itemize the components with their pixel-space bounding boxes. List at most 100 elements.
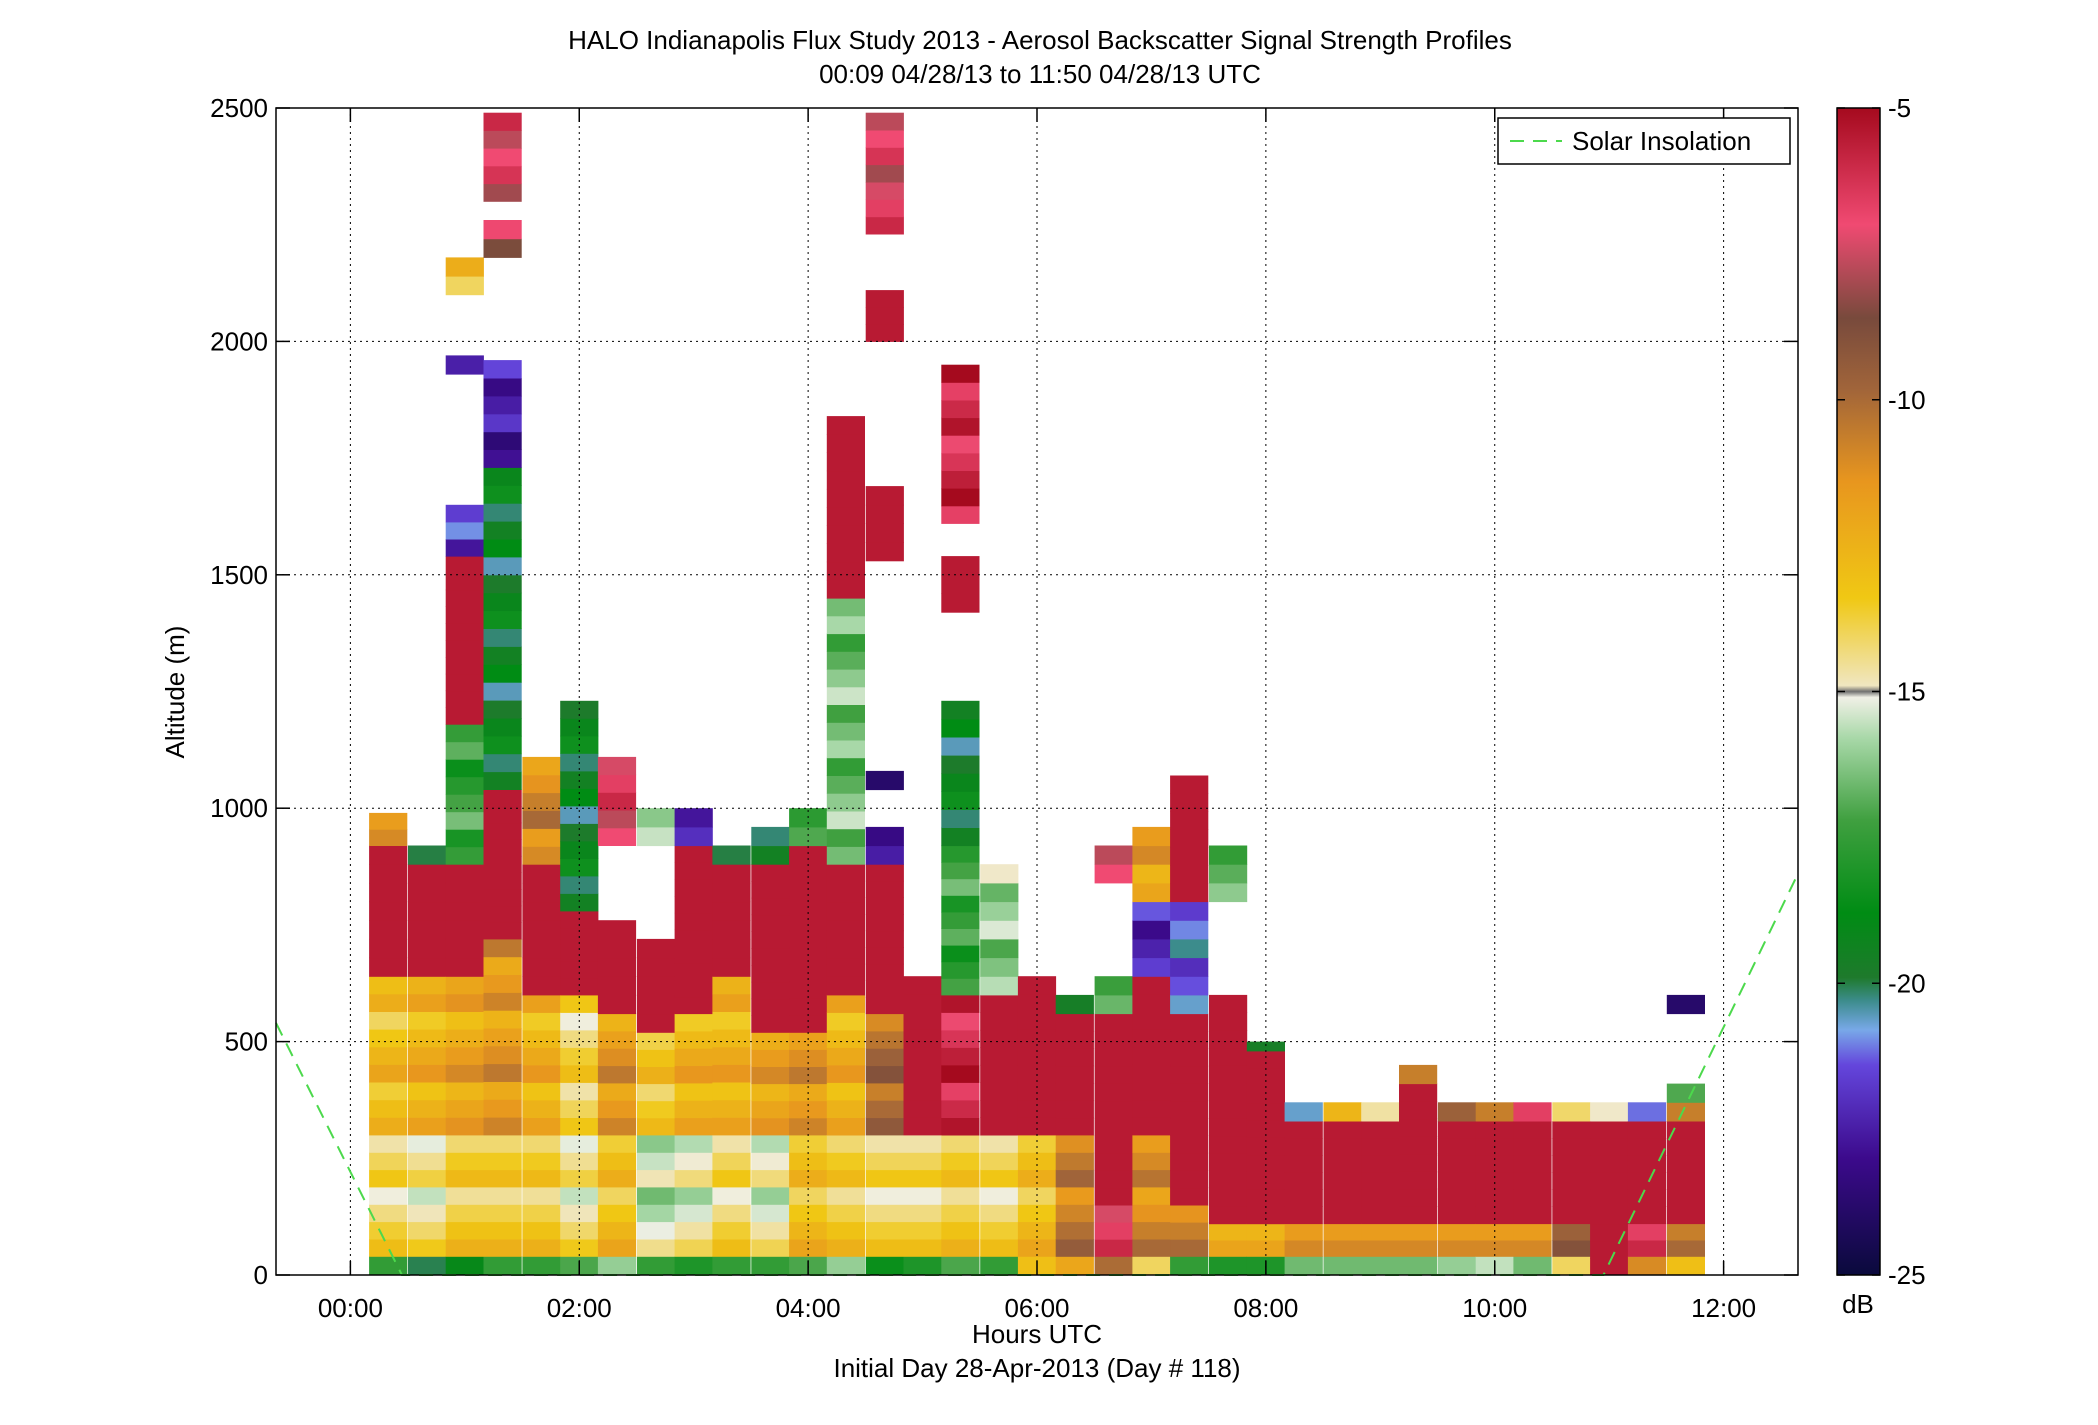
heatmap-cell xyxy=(1666,1155,1705,1173)
colorbar-ticks: -25 -20 -15 -10 -5 xyxy=(1837,93,1926,1290)
heatmap-cell xyxy=(712,1152,751,1171)
heatmap-cell xyxy=(826,864,865,884)
heatmap-cell xyxy=(751,1117,790,1136)
heatmap-cell xyxy=(483,700,522,719)
y-tick-label: 0 xyxy=(254,1260,268,1290)
heatmap-cell xyxy=(674,862,713,880)
heatmap-cell xyxy=(1132,1029,1171,1048)
heatmap-cell xyxy=(980,1204,1019,1223)
heatmap-cell xyxy=(483,789,522,807)
heatmap-cell xyxy=(941,1082,980,1101)
heatmap-cell xyxy=(369,1135,408,1153)
heatmap-cell xyxy=(560,961,599,979)
heatmap-cell xyxy=(1055,1082,1094,1101)
heatmap-cell xyxy=(522,1239,561,1257)
heatmap-cell xyxy=(1094,1205,1133,1223)
heatmap-cell xyxy=(445,1135,484,1153)
heatmap-cell xyxy=(483,592,522,612)
heatmap-cell xyxy=(980,1100,1019,1118)
heatmap-cell xyxy=(1627,1223,1667,1241)
heatmap-cell xyxy=(483,574,522,594)
heatmap-cell xyxy=(483,1010,522,1029)
heatmap-cell xyxy=(826,1187,865,1205)
heatmap-cell xyxy=(712,1204,751,1223)
heatmap-cell xyxy=(1361,1240,1400,1257)
heatmap-cell xyxy=(1094,1048,1133,1067)
heatmap-cell xyxy=(1552,1121,1591,1139)
heatmap-cell xyxy=(1209,1100,1248,1119)
heatmap-cell xyxy=(560,1064,599,1083)
heatmap-cell xyxy=(1017,1239,1057,1257)
heatmap-cell xyxy=(1399,1206,1438,1225)
heatmap-cell xyxy=(560,893,599,912)
heatmap-cell xyxy=(712,1011,751,1030)
heatmap-cell xyxy=(369,1204,408,1223)
heatmap-cell xyxy=(445,1204,484,1223)
heatmap-cell xyxy=(980,1239,1019,1257)
heatmap-cell xyxy=(941,1204,980,1223)
heatmap-cell xyxy=(980,1029,1019,1048)
heatmap-cell xyxy=(1437,1206,1477,1225)
heatmap-cell xyxy=(865,1082,904,1101)
legend: Solar Insolation xyxy=(1497,117,1791,165)
heatmap-cell xyxy=(674,1117,713,1136)
heatmap-cell xyxy=(597,1152,637,1171)
heatmap-cell xyxy=(1666,1138,1705,1156)
heatmap-cell xyxy=(445,640,484,658)
heatmap-cell xyxy=(1627,1172,1667,1190)
heatmap-cell xyxy=(941,452,980,471)
heatmap-cell xyxy=(980,901,1019,921)
heatmap-cell xyxy=(1323,1121,1362,1139)
heatmap-cell xyxy=(826,1152,865,1171)
heatmap-cell xyxy=(751,1135,790,1153)
heatmap-cell xyxy=(483,539,522,558)
heatmap-cell xyxy=(674,1082,713,1101)
heatmap-cell xyxy=(1094,1239,1133,1257)
y-tick-label: 2000 xyxy=(210,326,268,356)
heatmap-cell xyxy=(560,823,599,842)
heatmap-cell xyxy=(483,238,522,258)
heatmap-cell xyxy=(751,965,790,983)
heatmap-cell xyxy=(1399,1101,1438,1120)
heatmap-cell xyxy=(369,1029,408,1048)
heatmap-cell xyxy=(408,1169,447,1188)
heatmap-cell xyxy=(903,1221,942,1240)
heatmap-cell xyxy=(1094,1065,1133,1084)
heatmap-cell xyxy=(941,574,980,594)
heatmap-cell xyxy=(597,1013,637,1032)
heatmap-cell xyxy=(712,1046,751,1065)
heatmap-cell xyxy=(941,945,980,963)
heatmap-cell xyxy=(1627,1206,1667,1225)
heatmap-cell xyxy=(1170,847,1209,866)
heatmap-cell xyxy=(369,845,408,865)
heatmap-cell xyxy=(1437,1102,1477,1122)
heatmap-cell xyxy=(751,1066,790,1085)
heatmap-cell xyxy=(1132,1204,1171,1223)
heatmap-cell xyxy=(941,737,980,756)
heatmap-cell xyxy=(980,938,1019,959)
heatmap-cell xyxy=(941,911,980,929)
colorbar-tick-label: -25 xyxy=(1888,1260,1926,1290)
heatmap-cell xyxy=(865,504,904,524)
heatmap-cell xyxy=(522,1012,561,1031)
heatmap-cell xyxy=(1055,1030,1094,1049)
heatmap-cell xyxy=(1209,1256,1248,1276)
heatmap-cell xyxy=(674,980,713,998)
heatmap-cell xyxy=(1323,1206,1362,1225)
heatmap-cell xyxy=(712,1099,751,1118)
heatmap-cell xyxy=(1094,1187,1133,1206)
heatmap-cell xyxy=(1437,1189,1477,1207)
heatmap-cell xyxy=(369,1239,408,1257)
heatmap-cell xyxy=(597,774,637,793)
heatmap-cell xyxy=(636,1083,676,1102)
heatmap-cell xyxy=(483,378,522,397)
heatmap-cell xyxy=(980,976,1019,996)
heatmap-cell xyxy=(1170,1170,1209,1189)
heatmap-cell xyxy=(483,413,522,433)
heatmap-cell xyxy=(980,1152,1019,1171)
heatmap-cell xyxy=(941,809,980,828)
heatmap-cell xyxy=(1627,1240,1667,1257)
heatmap-cell xyxy=(1552,1138,1591,1156)
heatmap-cell xyxy=(1209,1223,1248,1241)
heatmap-cell xyxy=(751,1152,790,1171)
